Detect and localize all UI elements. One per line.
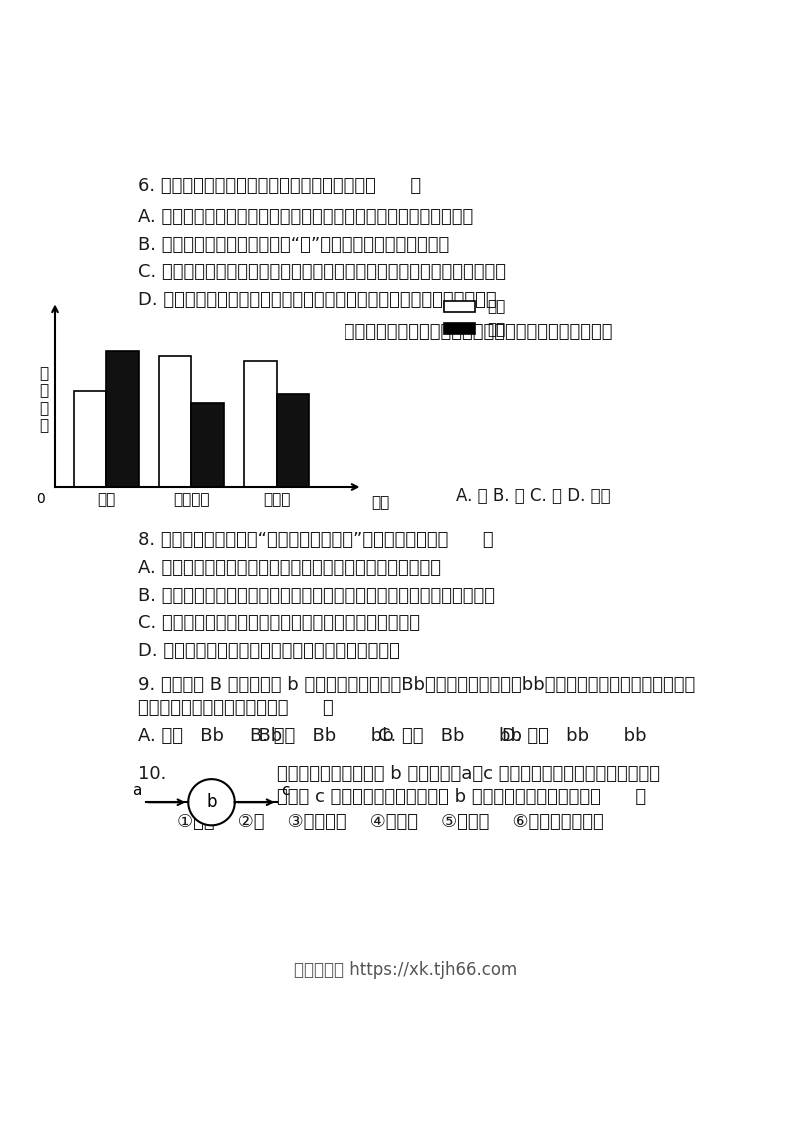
Text: b: b: [206, 793, 216, 811]
Text: A. 肺泡壁和毛细血管壁都由一层上皮细胞构成，利于气体交换: A. 肺泡壁和毛细血管壁都由一层上皮细胞构成，利于气体交换: [138, 559, 441, 577]
Bar: [244, 361, 277, 487]
Text: 如图是血液流经某器官 b 的示意图，a、c 表示血管，箔头表示血液流动的方: 如图是血液流经某器官 b 的示意图，a、c 表示血管，箔头表示血液流动的方: [278, 765, 661, 783]
Text: B. 毛桃   Bb      bb: B. 毛桃 Bb bb: [251, 727, 394, 745]
Text: ①大脑    ②肺    ③小肃绒毛    ④肾小球    ⑤肾小管    ⑥左心房、左心室: ①大脑 ②肺 ③小肃绒毛 ④肾小球 ⑤肾小管 ⑥左心房、左心室: [177, 813, 603, 831]
Bar: [106, 350, 139, 487]
Text: B. 制作白酒和葡萄酒等用到的“菌”和香菇一样都是营腔生生活: B. 制作白酒和葡萄酒等用到的“菌”和香菇一样都是营腔生生活: [138, 236, 449, 254]
Bar: [191, 403, 224, 487]
Text: 6. 下列对生活中的生物技术的叙述，正确的是（      ）: 6. 下列对生活中的生物技术的叙述，正确的是（ ）: [138, 177, 421, 195]
Text: D. 心脏中瓣膜的存在可以使动脉血和静脉血完全分开: D. 心脏中瓣膜的存在可以使动脉血和静脉血完全分开: [138, 642, 400, 660]
Text: 7. 在某一时刻测定某一器官的动脉和静脉的血液内三种物质含量，其相对数值如图所示，该器官是: 7. 在某一时刻测定某一器官的动脉和静脉的血液内三种物质含量，其相对数值如图所示…: [138, 323, 612, 341]
Text: B. 根尖成熟区表皮细胞一部分向外突出形成根毛，利于吸收水分和无机盐: B. 根尖成熟区表皮细胞一部分向外突出形成根毛，利于吸收水分和无机盐: [138, 587, 495, 605]
Text: 物质: 物质: [371, 495, 389, 511]
Text: D. 制作酸奶过程的实质是乳酸菌在适宜条件下将奶中的蛋白质转化成乳酸: D. 制作酸奶过程的实质是乳酸菌在适宜条件下将奶中的蛋白质转化成乳酸: [138, 291, 496, 309]
Bar: [159, 356, 191, 487]
Text: 9. 毛桃基因 B 对滑桃基因 b 为显性，现将毛桃（Bb）的花粉授给滑桃（bb）的雌薄柱头，该雌薄所结果实: 9. 毛桃基因 B 对滑桃基因 b 为显性，现将毛桃（Bb）的花粉授给滑桃（bb…: [138, 675, 695, 693]
Text: D. 滑桃   bb      bb: D. 滑桃 bb bb: [502, 727, 647, 745]
Text: 学习资料网 https://xk.tjh66.com: 学习资料网 https://xk.tjh66.com: [294, 962, 518, 980]
Text: （    ）: （ ）: [146, 347, 190, 365]
Text: 8. 下列叙述中，不符合“结构与功能相适应”生物学观点的是（      ）: 8. 下列叙述中，不符合“结构与功能相适应”生物学观点的是（ ）: [138, 531, 493, 549]
Text: C. 神经元有许多突起有利于接受刺激产生冲动并传导冲动: C. 神经元有许多突起有利于接受刺激产生冲动并传导冲动: [138, 615, 419, 633]
Text: 的性状和种子的基因型分别为（      ）: 的性状和种子的基因型分别为（ ）: [138, 699, 334, 717]
Text: 0: 0: [36, 493, 45, 506]
Text: A. 毛桃   Bb      Bb: A. 毛桃 Bb Bb: [138, 727, 282, 745]
Y-axis label: 相
对
含
量: 相 对 含 量: [40, 366, 48, 433]
Text: C. 滑桃   Bb      bb: C. 滑桃 Bb bb: [378, 727, 522, 745]
Text: a: a: [132, 783, 142, 798]
Bar: [277, 394, 309, 487]
Text: c: c: [282, 783, 289, 798]
Text: A. 肺 B. 脑 C. 肾 D. 小肃: A. 肺 B. 脑 C. 肾 D. 小肃: [456, 487, 611, 505]
Legend: 动脉, 静脉: 动脉, 静脉: [438, 293, 511, 343]
Polygon shape: [188, 779, 235, 826]
Text: A. 白酒和葡萄酒制作过程都要经过霉菌的糖化和酵母菌的发酵等阶段: A. 白酒和葡萄酒制作过程都要经过霉菌的糖化和酵母菌的发酵等阶段: [138, 208, 473, 226]
Text: 向，若 c 血管内流动脉血，你认为 b 可能代表的器官和结构是（      ）: 向，若 c 血管内流动脉血，你认为 b 可能代表的器官和结构是（ ）: [278, 789, 646, 807]
Text: C. 在果蔬贮藏场所适当降低氧气浓度的主要目的是抑制微生物的生长与繁殖: C. 在果蔬贮藏场所适当降低氧气浓度的主要目的是抑制微生物的生长与繁殖: [138, 264, 506, 282]
Text: 10.: 10.: [138, 765, 167, 783]
Bar: [74, 390, 106, 487]
